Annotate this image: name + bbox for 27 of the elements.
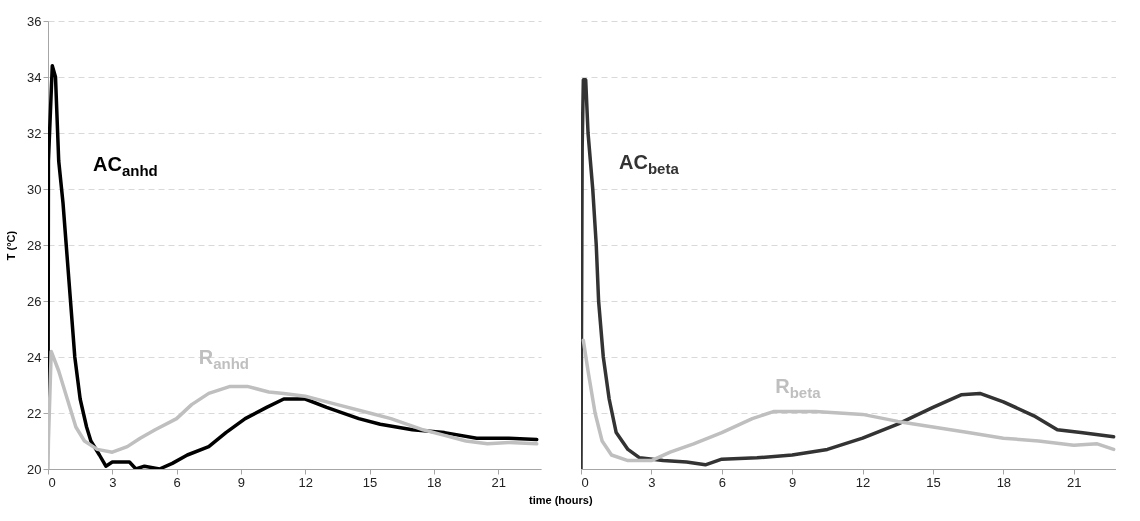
y-tick-label: 28 [27, 237, 42, 253]
x-tick-label: 15 [362, 474, 378, 490]
y-tick-label: 20 [27, 461, 42, 477]
y-tick-label: 32 [27, 125, 42, 141]
x-tick-label: 21 [491, 474, 506, 490]
y-tick-label: 26 [27, 293, 42, 309]
x-tick-label: 6 [173, 474, 181, 490]
y-tick-label: 24 [27, 349, 42, 365]
x-tick-label: 18 [996, 474, 1012, 490]
x-tick-label: 3 [109, 474, 117, 490]
y-axis-title: T (°C) [5, 230, 18, 261]
y-tick-label: 22 [27, 405, 42, 421]
x-tick-label: 18 [427, 474, 442, 490]
x-tick-label: 0 [581, 474, 589, 490]
x-tick-label: 21 [1067, 474, 1082, 490]
y-tick-label: 34 [27, 69, 42, 85]
x-tick-label: 12 [855, 474, 871, 490]
x-tick-label: 9 [789, 474, 797, 490]
x-tick-label: 6 [718, 474, 726, 490]
x-tick-label: 0 [48, 474, 56, 490]
x-axis-title: time (hours) [528, 494, 593, 506]
x-tick-label: 12 [298, 474, 313, 490]
x-tick-label: 15 [926, 474, 941, 490]
y-tick-label: 36 [27, 13, 42, 29]
x-tick-label: 3 [648, 474, 656, 490]
y-tick-label: 30 [27, 181, 42, 197]
x-tick-label: 9 [237, 474, 246, 490]
